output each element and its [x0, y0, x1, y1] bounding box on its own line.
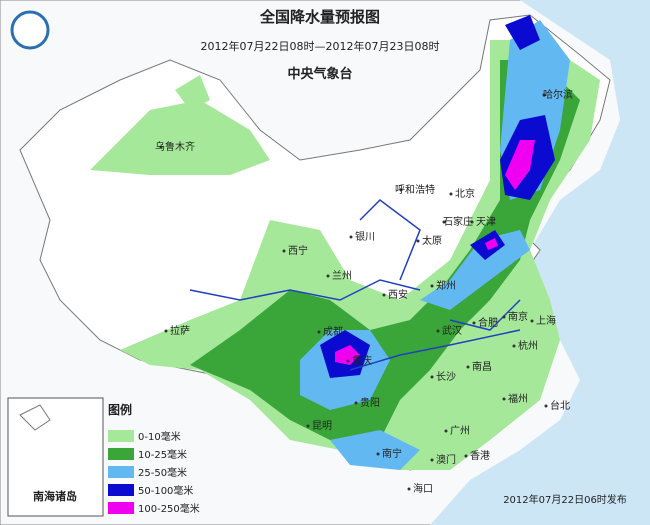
- city-label: 郑州: [436, 279, 456, 292]
- city-label: 广州: [450, 425, 470, 437]
- issue-time: 2012年07月22日06时发布: [503, 493, 627, 506]
- city-dot: [544, 404, 548, 408]
- city-dot: [464, 454, 468, 458]
- city-label: 西安: [388, 288, 408, 301]
- city-dot: [466, 365, 470, 369]
- city-label: 武汉: [442, 324, 462, 337]
- zone-light: [90, 100, 270, 175]
- legend-label: 25-50毫米: [138, 466, 187, 479]
- city-label: 合肥: [478, 316, 498, 329]
- precip-zones: [90, 15, 600, 470]
- city-dot: [349, 235, 353, 239]
- city-label: 南宁: [382, 447, 402, 460]
- rivers: [189, 199, 521, 371]
- city-label: 南昌: [472, 360, 492, 373]
- legend-label: 100-250毫米: [138, 502, 200, 515]
- city-label: 成都: [323, 326, 343, 338]
- city-label: 石家庄: [443, 215, 473, 228]
- zone-heavy: [300, 20, 570, 470]
- city-label: 福州: [508, 392, 528, 405]
- city-label: 海口: [413, 482, 433, 495]
- city-dot: [444, 429, 448, 433]
- city-label: 呼和浩特: [395, 184, 435, 196]
- city-label: 长沙: [436, 371, 456, 383]
- city-dot: [159, 145, 163, 149]
- city-label: 台北: [550, 399, 570, 412]
- city-dot: [354, 401, 358, 405]
- city-label: 重庆: [352, 354, 372, 367]
- zone-moderate: [190, 60, 580, 440]
- city-dot: [542, 93, 546, 97]
- sea: [430, 0, 650, 525]
- city-label: 拉萨: [170, 324, 190, 337]
- city-dot: [306, 424, 310, 428]
- city-dot: [436, 329, 440, 333]
- city-dot: [502, 315, 506, 319]
- city-label: 太原: [422, 234, 442, 247]
- city-dot: [416, 239, 420, 243]
- legend-title: 图例: [108, 402, 132, 417]
- city-dot: [376, 452, 380, 456]
- city-dot: [449, 192, 453, 196]
- city-dot: [430, 284, 434, 288]
- legend-swatch: [108, 448, 134, 460]
- city-label: 北京: [455, 187, 475, 200]
- city-dot: [472, 321, 476, 325]
- legend-swatch: [108, 430, 134, 442]
- city-dot: [512, 344, 516, 348]
- city-dot: [164, 329, 168, 333]
- legend-swatch: [108, 502, 134, 514]
- logo: [10, 10, 50, 50]
- city-dot: [407, 487, 411, 491]
- city-dot: [317, 330, 321, 334]
- city-label: 乌鲁木齐: [155, 140, 195, 153]
- inset-box: [7, 397, 104, 517]
- city-dot: [399, 188, 403, 192]
- city-label: 哈尔滨: [543, 88, 573, 101]
- city-label: 兰州: [332, 269, 352, 282]
- legend-label: 10-25毫米: [138, 448, 187, 461]
- city-dot: [382, 293, 386, 297]
- city-label: 上海: [536, 314, 556, 327]
- city-label: 天津: [476, 216, 496, 228]
- city-label: 南京: [508, 310, 528, 323]
- zone-rainstorm: [320, 15, 555, 378]
- zone-light: [175, 75, 210, 110]
- city-label: 贵阳: [360, 396, 380, 409]
- title: 全国降水量预报图: [259, 8, 380, 26]
- city-dot: [470, 220, 474, 224]
- inset-label: 南海诸岛: [33, 489, 77, 503]
- city-label: 西宁: [288, 244, 308, 257]
- city-label: 杭州: [518, 339, 538, 352]
- agency: 中央气象台: [287, 66, 352, 82]
- city-dot: [326, 274, 330, 278]
- city-label: 香港: [470, 450, 490, 462]
- legend-swatch: [108, 466, 134, 478]
- zone-torrential: [335, 140, 535, 365]
- legend-label: 50-100毫米: [138, 484, 193, 497]
- city-dot: [442, 220, 446, 224]
- inset-coast: [19, 404, 51, 431]
- subtitle: 2012年07月22日08时—2012年07月23日08时: [201, 39, 440, 53]
- legend-label: 0-10毫米: [138, 430, 181, 443]
- city-label: 澳门: [436, 453, 456, 466]
- city-dot: [430, 375, 434, 379]
- city-dot: [530, 319, 534, 323]
- city-label: 昆明: [312, 420, 332, 432]
- city-dot: [502, 397, 506, 401]
- city-dot: [282, 249, 286, 253]
- city-dot: [346, 359, 350, 363]
- legend-swatch: [108, 484, 134, 496]
- city-dot: [430, 458, 434, 462]
- city-label: 银川: [355, 230, 375, 243]
